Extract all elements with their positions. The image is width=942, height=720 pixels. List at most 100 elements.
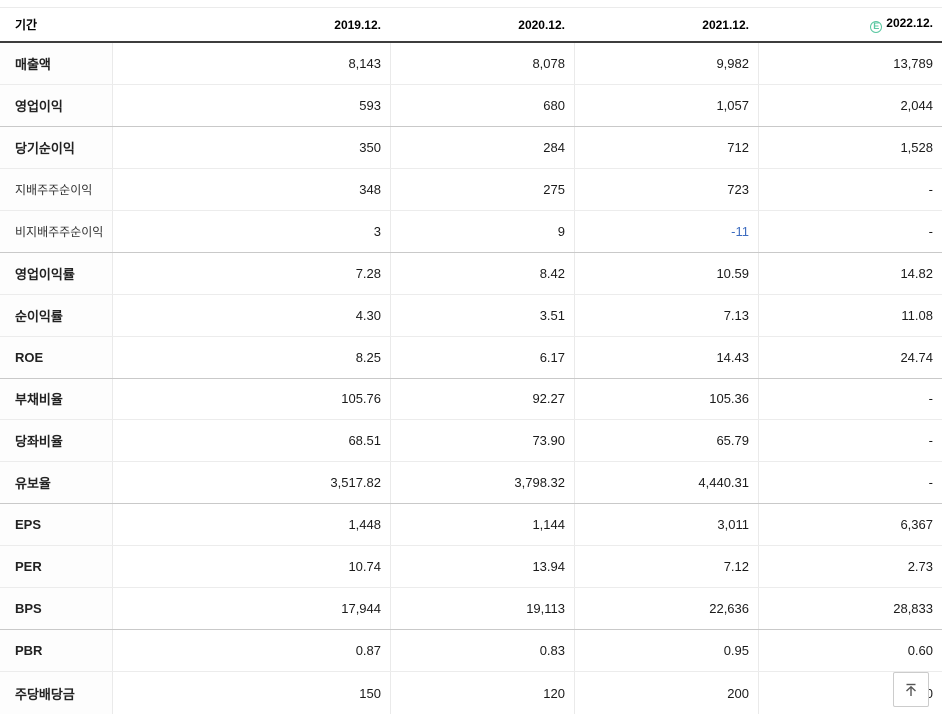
table-row: 비지배주주순이익 3 9 -11-	[0, 210, 942, 253]
column-header: 2021.12.	[702, 17, 749, 32]
value-cell: 7.12	[574, 546, 758, 588]
value-cell: 28,833	[758, 588, 942, 630]
value-cell: 0	[758, 672, 942, 714]
table-row: 영업이익 593 680 1,057 2,044	[0, 84, 942, 127]
table-row: 영업이익률 7.28 8.42 10.59 14.82	[0, 252, 942, 295]
table-row: BPS 17,944 19,113 22,636 28,833	[0, 588, 942, 631]
value-cell: 284	[390, 126, 574, 168]
value-cell: 275	[390, 168, 574, 210]
value-cell: 200	[574, 672, 758, 714]
value-cell: 22,636	[574, 588, 758, 630]
value-cell: -	[758, 378, 942, 420]
table-row: 당좌비율 68.51 73.90 65.79-	[0, 420, 942, 463]
row-label: 당기순이익	[0, 126, 112, 168]
row-label: 매출액	[0, 43, 112, 84]
row-label: 주당배당금	[0, 672, 112, 714]
row-label: 지배주주순이익	[0, 168, 112, 210]
value-cell: 65.79	[574, 420, 758, 462]
value-cell: 7.13	[574, 294, 758, 336]
value-cell: 14.43	[574, 336, 758, 378]
financial-table: 기간 2019.12. 2020.12. 2021.12. E 2022.12. 매출액…	[0, 7, 942, 714]
row-label: 유보율	[0, 462, 112, 504]
column-header: 2019.12.	[334, 17, 381, 32]
value-cell: 3,011	[574, 504, 758, 546]
value-cell: 7.28	[112, 252, 390, 294]
value-cell: 6,367	[758, 504, 942, 546]
value-cell: 680	[390, 84, 574, 126]
value-cell: 19,113	[390, 588, 574, 630]
row-label: EPS	[0, 504, 112, 546]
value-cell: 8.42	[390, 252, 574, 294]
value-cell: 10.74	[112, 546, 390, 588]
row-label: 영업이익률	[0, 252, 112, 294]
value-cell: 73.90	[390, 420, 574, 462]
value-cell: 1,448	[112, 504, 390, 546]
value-cell: 593	[112, 84, 390, 126]
table-row: 순이익률 4.30 3.51 7.13 11.08	[0, 294, 942, 337]
table-row: ROE 8.25 6.17 14.43 24.74	[0, 336, 942, 379]
value-cell: 9	[390, 210, 574, 252]
table-row: 당기순이익 350 284 712 1,528	[0, 126, 942, 169]
estimate-icon: E	[870, 20, 883, 33]
value-cell: -	[758, 420, 942, 462]
period-column-header: 기간	[15, 18, 38, 32]
value-cell: 24.74	[758, 336, 942, 378]
value-cell: 3	[112, 210, 390, 252]
value-cell: 9,982	[574, 43, 758, 84]
table-row: EPS 1,448 1,144 3,011 6,367	[0, 504, 942, 547]
value-cell: 350	[112, 126, 390, 168]
row-label: 영업이익	[0, 84, 112, 126]
row-label: ROE	[0, 336, 112, 378]
value-cell: 8.25	[112, 336, 390, 378]
value-cell: 0.83	[390, 630, 574, 672]
value-cell: 14.82	[758, 252, 942, 294]
value-cell: 1,057	[574, 84, 758, 126]
table-row: PBR 0.87 0.83 0.95 0.60	[0, 630, 942, 673]
table-row: 주당배당금 150 120 200 0	[0, 672, 942, 714]
row-label: PER	[0, 546, 112, 588]
value-cell: 13,789	[758, 43, 942, 84]
value-cell: 0.60	[758, 630, 942, 672]
value-cell: 2,044	[758, 84, 942, 126]
value-cell: 120	[390, 672, 574, 714]
row-label: 비지배주주순이익	[0, 210, 112, 252]
arrow-up-to-top-icon	[903, 682, 919, 698]
value-cell: 68.51	[112, 420, 390, 462]
table-row: 부채비율 105.76 92.27 105.36-	[0, 378, 942, 421]
value-cell: 2.73	[758, 546, 942, 588]
value-cell: 17,944	[112, 588, 390, 630]
value-cell: 712	[574, 126, 758, 168]
value-cell: 105.36	[574, 378, 758, 420]
value-cell: 10.59	[574, 252, 758, 294]
value-cell: 4.30	[112, 294, 390, 336]
value-cell: 11.08	[758, 294, 942, 336]
value-cell: 6.17	[390, 336, 574, 378]
row-label: 순이익률	[0, 294, 112, 336]
table-row: 매출액 8,143 8,078 9,982 13,789	[0, 43, 942, 85]
value-cell: 3,798.32	[390, 462, 574, 504]
table-row: 유보율 3,517.82 3,798.32 4,440.31-	[0, 462, 942, 505]
value-cell: 0.95	[574, 630, 758, 672]
value-cell: -11	[574, 210, 758, 252]
row-label: 부채비율	[0, 378, 112, 420]
value-cell: 1,528	[758, 126, 942, 168]
value-cell: 0.87	[112, 630, 390, 672]
row-label: PBR	[0, 630, 112, 672]
value-cell: 105.76	[112, 378, 390, 420]
column-header: 2020.12.	[518, 17, 565, 32]
value-cell: 13.94	[390, 546, 574, 588]
value-cell: -	[758, 462, 942, 504]
value-cell: -	[758, 210, 942, 252]
value-cell: 1,144	[390, 504, 574, 546]
table-row: PER 10.74 13.94 7.12 2.73	[0, 546, 942, 589]
value-cell: 348	[112, 168, 390, 210]
financial-summary-page: { "colors": { "estimate_green": "#5bc8a2…	[0, 7, 942, 720]
value-cell: 723	[574, 168, 758, 210]
table-header: 기간 2019.12. 2020.12. 2021.12. E 2022.12.	[0, 8, 942, 43]
value-cell: 4,440.31	[574, 462, 758, 504]
table-row: 지배주주순이익 348 275 723-	[0, 168, 942, 211]
scroll-to-top-button[interactable]	[893, 672, 929, 707]
row-label: BPS	[0, 588, 112, 630]
table-body: 매출액 8,143 8,078 9,982 13,789 영업이익 593 680 1,057 2…	[0, 43, 942, 714]
column-header: E 2022.12.	[758, 16, 942, 33]
